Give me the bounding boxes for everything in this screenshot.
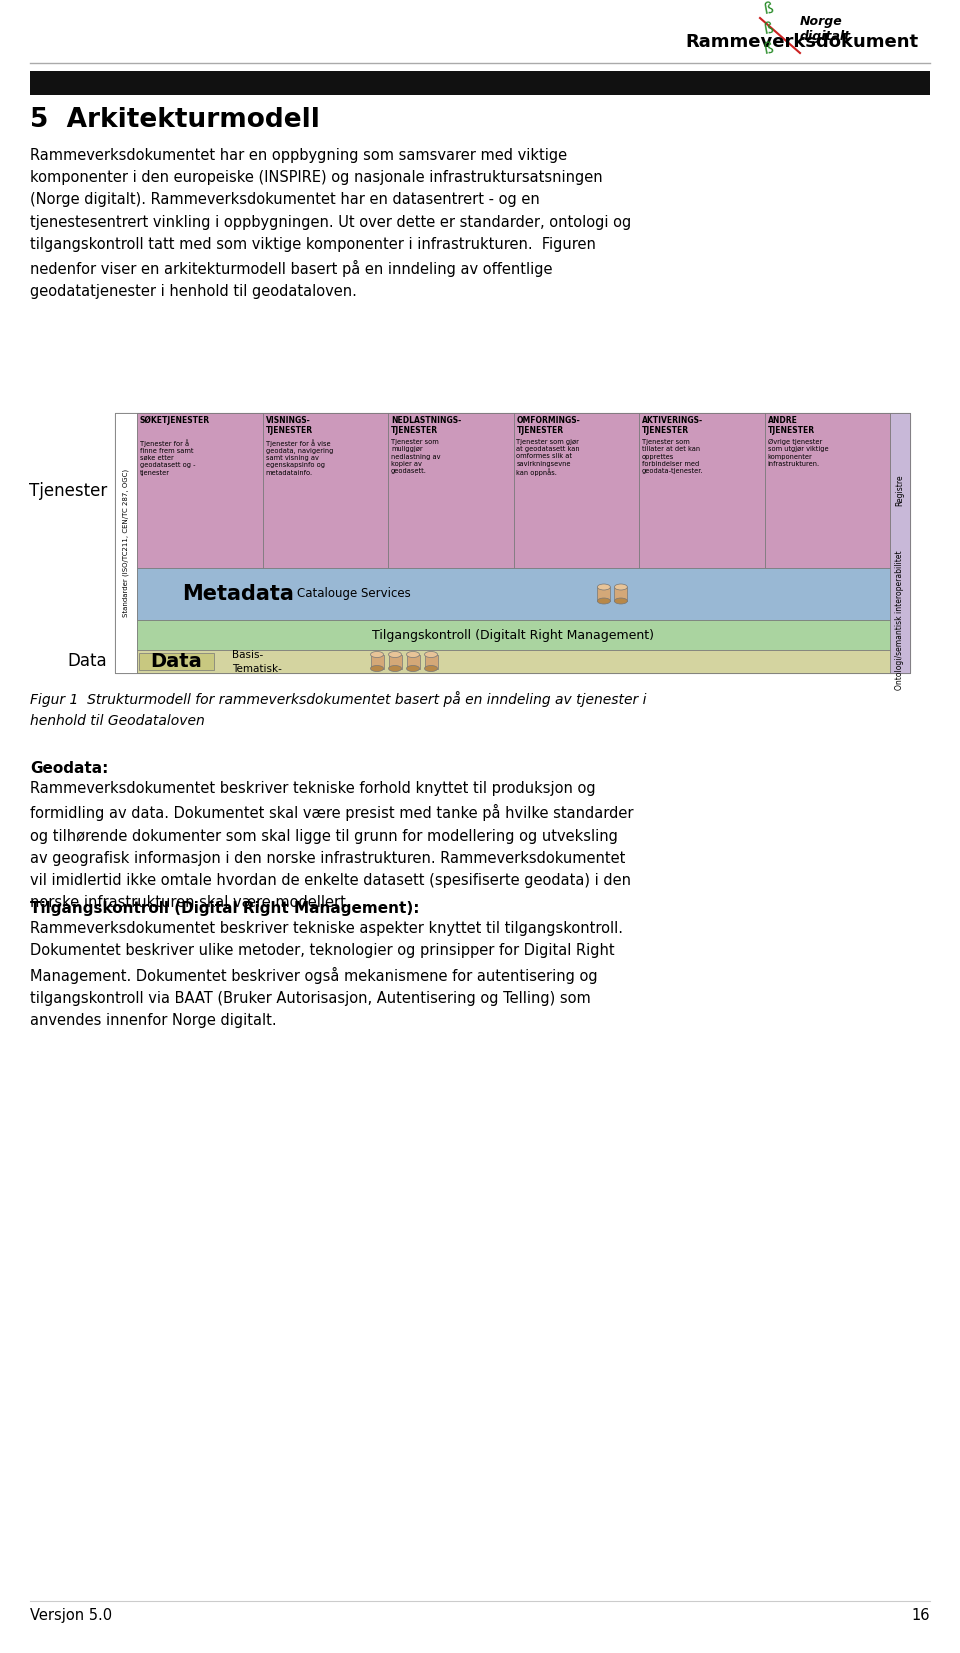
Bar (597, 587, 611, 602)
Text: Rammeverksdokumentet beskriver tekniske forhold knyttet til produksjon og
formid: Rammeverksdokumentet beskriver tekniske … (30, 780, 634, 911)
Text: Data: Data (151, 651, 203, 671)
Ellipse shape (389, 651, 401, 658)
Bar (639, 413, 764, 569)
Text: Tjenester for å vise
geodata, navigering
samt visning av
egenskapsinfo og
metada: Tjenester for å vise geodata, navigering… (266, 440, 333, 476)
Text: Tjenester som
tillater at det kan
opprettes
forbindelser med
geodata-tjenester.: Tjenester som tillater at det kan oppret… (642, 440, 704, 474)
Text: VISNINGS-
TJENESTER: VISNINGS- TJENESTER (266, 417, 313, 435)
Bar (406, 655, 420, 668)
Ellipse shape (406, 666, 420, 671)
Ellipse shape (597, 584, 611, 590)
Text: ß: ß (763, 41, 775, 58)
Text: AKTIVERINGS-
TJENESTER: AKTIVERINGS- TJENESTER (642, 417, 703, 435)
Text: Rammeverksdokument: Rammeverksdokument (685, 33, 918, 51)
Text: Tjenester for å
finne frem samt
søke etter
geodatasett og -
tjenester: Tjenester for å finne frem samt søke ett… (140, 440, 196, 476)
Text: Metadata: Metadata (182, 584, 294, 603)
Ellipse shape (424, 666, 438, 671)
Text: Tjenester som gjør
at geodatasett kan
omformes slik at
savirkningsevne
kan oppnå: Tjenester som gjør at geodatasett kan om… (516, 440, 580, 476)
Text: Rammeverksdokumentet beskriver tekniske aspekter knyttet til tilgangskontroll.
D: Rammeverksdokumentet beskriver tekniske … (30, 921, 623, 1028)
Ellipse shape (614, 584, 628, 590)
Text: NEDLASTNINGS-
TJENESTER: NEDLASTNINGS- TJENESTER (391, 417, 461, 435)
Bar (115, 413, 137, 673)
Bar (890, 413, 910, 673)
Text: ß: ß (763, 21, 775, 38)
Text: OMFORMINGS-
TJENESTER: OMFORMINGS- TJENESTER (516, 417, 580, 435)
Bar (137, 413, 262, 569)
Text: 16: 16 (911, 1608, 930, 1623)
Text: Catalouge Services: Catalouge Services (297, 587, 411, 600)
Bar (139, 653, 214, 669)
Bar (115, 413, 910, 673)
Ellipse shape (371, 651, 383, 658)
Bar (764, 413, 890, 569)
Bar (388, 413, 514, 569)
Bar (614, 587, 628, 602)
Text: Standarder (ISO/TC211, CEN/TC 287, OGC): Standarder (ISO/TC211, CEN/TC 287, OGC) (123, 469, 130, 617)
Bar (389, 655, 401, 668)
Ellipse shape (406, 651, 420, 658)
Text: Registre: Registre (896, 474, 904, 506)
Ellipse shape (597, 598, 611, 603)
Text: SØKETJENESTER: SØKETJENESTER (140, 417, 210, 425)
Text: Øvrige tjenester
som utgjør viktige
komponenter
infrastrukturen.: Øvrige tjenester som utgjør viktige komp… (767, 440, 828, 466)
Bar (137, 650, 890, 673)
Bar (137, 569, 890, 620)
Ellipse shape (389, 666, 401, 671)
Bar (262, 413, 388, 569)
Text: Norge
digitalt: Norge digitalt (800, 15, 852, 43)
Text: ß: ß (763, 2, 775, 18)
Text: Tilgangskontroll (Digitalt Right Management): Tilgangskontroll (Digitalt Right Managem… (372, 628, 655, 641)
Text: Tilgangskontroll (Digital Right Management):: Tilgangskontroll (Digital Right Manageme… (30, 901, 420, 916)
Text: Geodata:: Geodata: (30, 760, 108, 775)
Bar (30, 71, 930, 94)
Ellipse shape (371, 666, 383, 671)
Text: Versjon 5.0: Versjon 5.0 (30, 1608, 112, 1623)
Bar (371, 655, 383, 668)
Text: Tjenester: Tjenester (29, 481, 107, 499)
Text: Figur 1  Strukturmodell for rammeverksdokumentet basert på en inndeling av tjene: Figur 1 Strukturmodell for rammeverksdok… (30, 691, 646, 727)
Text: Tjenester som
muliggjør
nedlastning av
kopier av
geodasett.: Tjenester som muliggjør nedlastning av k… (391, 440, 441, 474)
Text: Data: Data (67, 653, 107, 671)
Bar (760, 3, 920, 58)
Ellipse shape (424, 651, 438, 658)
Bar (424, 655, 438, 668)
Text: 5  Arkitekturmodell: 5 Arkitekturmodell (30, 107, 320, 132)
Text: Rammeverksdokumentet har en oppbygning som samsvarer med viktige
komponenter i d: Rammeverksdokumentet har en oppbygning s… (30, 149, 632, 299)
Text: Ontologi/semantisk interoperabilitet: Ontologi/semantisk interoperabilitet (896, 550, 904, 691)
Text: ANDRE
TJENESTER: ANDRE TJENESTER (767, 417, 815, 435)
Ellipse shape (614, 598, 628, 603)
Bar (514, 413, 639, 569)
Bar (137, 620, 890, 650)
Text: Basis-
Tematisk-: Basis- Tematisk- (232, 650, 282, 673)
